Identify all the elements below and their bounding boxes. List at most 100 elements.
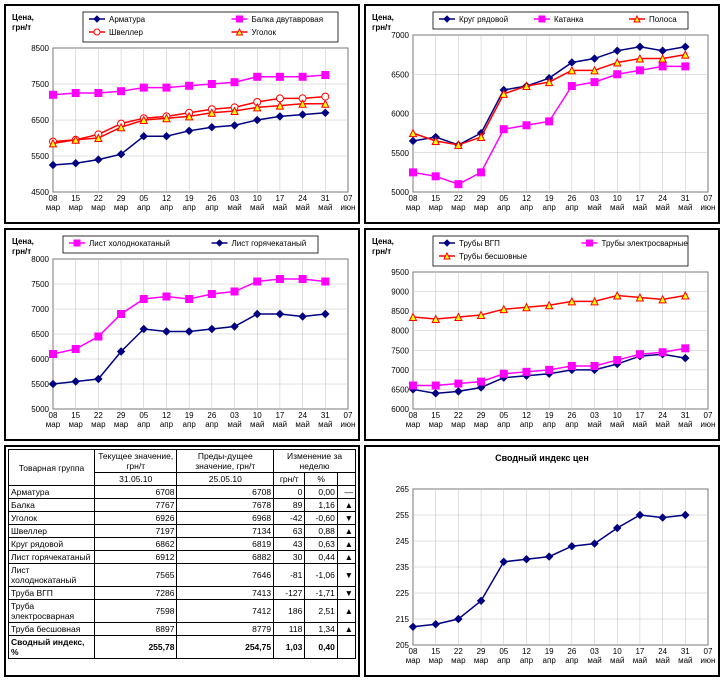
x-tick-month: апр <box>497 656 511 665</box>
x-tick-month: мар <box>114 203 129 212</box>
x-tick-label: 07 <box>344 194 353 203</box>
y-axis-title-2: грн/т <box>372 23 391 32</box>
x-tick-month: май <box>587 203 601 212</box>
cell-prev: 6882 <box>177 551 274 564</box>
x-tick-label: 15 <box>431 194 440 203</box>
cell-name: Арматура <box>9 486 95 499</box>
cell-pct: 1,34 <box>305 623 338 636</box>
cell-d: 0 <box>274 486 305 499</box>
x-tick-label: 22 <box>454 411 463 420</box>
x-tick-label: 03 <box>590 411 599 420</box>
x-tick-month: апр <box>543 420 557 429</box>
col-current-date: 31.05.10 <box>94 473 176 486</box>
col-current: Текущее значение, грн/т <box>94 450 176 473</box>
table-row: Балка 7767 7678 89 1,16 <box>9 499 356 512</box>
x-tick-label: 12 <box>522 411 531 420</box>
x-tick-month: мар <box>114 420 129 429</box>
table-row: Труба электросварная 7598 7412 186 2,51 <box>9 600 356 623</box>
cell-pct: -1,71 <box>305 587 338 600</box>
col-change-abs: грн/т <box>274 473 305 486</box>
y-tick-label: 6000 <box>391 110 409 119</box>
x-tick-month: апр <box>205 420 219 429</box>
x-tick-month: мар <box>451 656 466 665</box>
y-tick-label: 215 <box>396 615 410 624</box>
x-tick-label: 05 <box>139 194 148 203</box>
x-tick-month: апр <box>543 656 557 665</box>
x-tick-label: 26 <box>567 194 576 203</box>
cell-cur: 6926 <box>94 512 176 525</box>
cell-prev: 254,75 <box>177 636 274 659</box>
legend-label: Балка двутавровая <box>252 15 324 24</box>
x-tick-label: 19 <box>545 411 554 420</box>
x-tick-month: апр <box>543 203 557 212</box>
cell-d: 30 <box>274 551 305 564</box>
cell-d: 1,03 <box>274 636 305 659</box>
trend-icon <box>337 587 355 600</box>
table-row: Труба ВГП 7286 7413 -127 -1,71 <box>9 587 356 600</box>
x-tick-label: 24 <box>658 647 667 656</box>
x-tick-label: 03 <box>590 647 599 656</box>
cell-prev: 8779 <box>177 623 274 636</box>
y-axis-title: Цена, <box>372 237 394 246</box>
legend-label: Уголок <box>252 28 277 37</box>
x-tick-month: мар <box>406 656 421 665</box>
x-tick-month: май <box>295 203 309 212</box>
x-tick-month: июн <box>341 203 356 212</box>
y-axis-title-2: грн/т <box>12 247 31 256</box>
x-tick-month: мар <box>428 203 443 212</box>
cell-prev: 6708 <box>177 486 274 499</box>
x-tick-label: 26 <box>567 647 576 656</box>
x-tick-label: 17 <box>635 647 644 656</box>
cell-name: Лист горячекатаный <box>9 551 95 564</box>
y-tick-label: 205 <box>396 641 410 650</box>
y-tick-label: 6500 <box>31 116 49 125</box>
cell-d: 186 <box>274 600 305 623</box>
table-panel: Товарная группа Текущее значение, грн/т … <box>4 445 360 677</box>
x-tick-month: май <box>678 420 692 429</box>
table-row: Арматура 6708 6708 0 0,00 <box>9 486 356 499</box>
x-tick-month: апр <box>520 656 534 665</box>
x-tick-month: апр <box>137 203 151 212</box>
chart-panel-4: 6000650070007500800085009000950008мар15м… <box>364 228 720 441</box>
cell-pct: 0,88 <box>305 525 338 538</box>
x-tick-label: 26 <box>207 194 216 203</box>
chart-panel-1: 4500550065007500850008мар15мар22мар29мар… <box>4 4 360 224</box>
cell-cur: 7598 <box>94 600 176 623</box>
x-tick-month: мар <box>406 420 421 429</box>
legend-label: Лист горячекатаный <box>232 239 307 248</box>
cell-d: -127 <box>274 587 305 600</box>
x-tick-label: 26 <box>207 411 216 420</box>
x-tick-month: апр <box>565 203 579 212</box>
x-tick-month: июн <box>701 203 716 212</box>
cell-d: -42 <box>274 512 305 525</box>
cell-d: 63 <box>274 525 305 538</box>
y-tick-label: 6500 <box>31 330 49 339</box>
x-tick-label: 07 <box>344 411 353 420</box>
y-tick-label: 8500 <box>31 44 49 53</box>
col-prev-date: 25.05.10 <box>177 473 274 486</box>
trend-icon <box>337 551 355 564</box>
x-tick-month: май <box>273 420 287 429</box>
x-tick-month: июн <box>701 656 716 665</box>
legend-label: Катанка <box>554 15 584 24</box>
x-tick-label: 08 <box>409 647 418 656</box>
x-tick-label: 26 <box>567 411 576 420</box>
cell-prev: 7646 <box>177 564 274 587</box>
cell-d: 43 <box>274 538 305 551</box>
x-tick-month: мар <box>474 420 489 429</box>
x-tick-label: 15 <box>431 647 440 656</box>
x-tick-month: апр <box>183 420 197 429</box>
x-tick-label: 12 <box>522 647 531 656</box>
x-tick-month: апр <box>520 203 534 212</box>
y-tick-label: 265 <box>396 485 410 494</box>
x-tick-month: май <box>610 203 624 212</box>
x-tick-label: 17 <box>635 194 644 203</box>
x-tick-month: апр <box>497 203 511 212</box>
x-tick-label: 08 <box>409 194 418 203</box>
table-row: Уголок 6926 6968 -42 -0,60 <box>9 512 356 525</box>
cell-prev: 6819 <box>177 538 274 551</box>
cell-cur: 6708 <box>94 486 176 499</box>
cell-empty <box>337 636 355 659</box>
cell-pct: 0,00 <box>305 486 338 499</box>
y-tick-label: 6500 <box>391 70 409 79</box>
